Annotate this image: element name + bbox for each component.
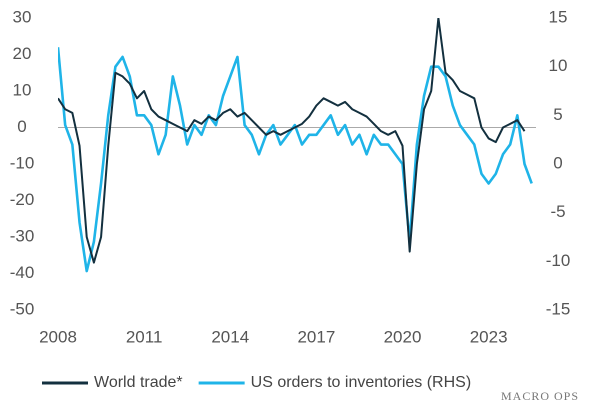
y-tick-label: -20 [10, 190, 35, 209]
y2-tick-label: 10 [549, 56, 568, 75]
plot-area [58, 18, 533, 273]
series-line [58, 47, 533, 273]
y-tick-label: 10 [13, 80, 32, 99]
x-tick-label: 2020 [384, 327, 422, 346]
x-tick-label: 2014 [211, 327, 249, 346]
x-tick-label: 2017 [297, 327, 335, 346]
legend-label: US orders to inventories (RHS) [251, 374, 472, 391]
y2-tick-label: -15 [546, 299, 571, 318]
y2-tick-label: -5 [550, 202, 565, 221]
y-tick-label: -10 [10, 153, 35, 172]
y-tick-label: -40 [10, 263, 35, 282]
y2-tick-label: 5 [553, 105, 562, 124]
series-line [58, 18, 526, 264]
y-tick-label: 30 [13, 7, 32, 26]
legend-label: World trade* [94, 374, 183, 391]
y-tick-label: 0 [17, 117, 26, 136]
y2-tick-label: 0 [553, 153, 562, 172]
x-tick-label: 2011 [126, 327, 163, 346]
y-tick-label: -30 [10, 226, 35, 245]
y-tick-label: -50 [10, 299, 35, 318]
x-tick-label: 2008 [39, 327, 77, 346]
watermark: MACRO OPS [501, 389, 579, 403]
y2-tick-label: -10 [546, 251, 571, 270]
x-tick-label: 2023 [470, 327, 508, 346]
y2-tick-label: 15 [549, 7, 568, 26]
y-tick-label: 20 [13, 44, 32, 63]
